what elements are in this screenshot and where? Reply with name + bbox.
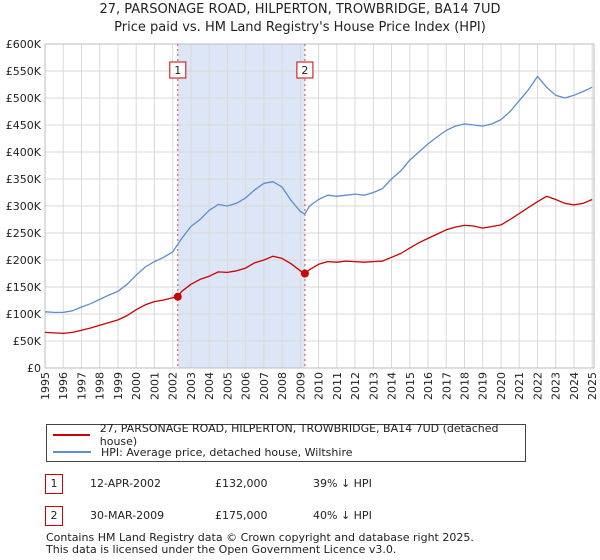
y-tick-label: £300K [6,200,42,213]
series-line-price-paid [44,195,593,335]
y-tick-label: £100K [6,308,42,321]
transaction-number: 1 [45,474,63,494]
transaction-price: £132,000 [215,477,268,490]
legend-line-price-paid [53,434,90,436]
x-tick-label: 2018 [459,372,472,400]
y-tick-label: £200K [6,254,42,267]
x-tick-label: 2014 [386,372,399,400]
x-tick-label: 2022 [531,372,544,400]
y-tick-label: £350K [6,173,42,186]
legend-entry-price-paid: 27, PARSONAGE ROAD, HILPERTON, TROWBRIDG… [53,422,525,448]
x-tick-label: 2009 [294,372,307,400]
x-tick-label: 2021 [513,372,526,400]
legend-label-hpi: HPI: Average price, detached house, Wilt… [101,445,353,459]
x-tick-label: 1997 [75,372,88,400]
x-tick-label: 2008 [276,372,289,400]
x-tick-label: 1995 [39,372,52,400]
footer-attribution: Contains HM Land Registry data © Crown c… [46,532,474,556]
transaction-marker-label: 2 [301,64,308,77]
x-tick-label: 2003 [185,372,198,400]
x-tick-label: 2001 [148,372,161,400]
footer-line-copyright: Contains HM Land Registry data © Crown c… [46,531,474,544]
x-tick-label: 2016 [422,372,435,400]
x-tick-label: 2013 [367,372,380,400]
x-tick-label: 2002 [167,372,180,400]
legend-label-price-paid: 27, PARSONAGE ROAD, HILPERTON, TROWBRIDG… [99,422,499,448]
transaction-date: 30-MAR-2009 [90,509,165,522]
y-tick-label: £600K [6,38,42,51]
x-tick-label: 2010 [313,372,326,400]
price-chart: £0 £50K £100K £150K £200K £250K £300K £350K £400… [6,38,599,400]
x-tick-label: 2011 [331,372,344,400]
y-tick-label: £550K [6,65,42,78]
x-tick-label: 2015 [404,372,417,400]
x-tick-label: 2012 [349,372,362,400]
transaction-date: 12-APR-2002 [90,477,162,490]
transaction-hpi-diff: 40% ↓ HPI [313,509,372,522]
y-tick-label: £250K [6,227,42,240]
x-tick-label: 2005 [221,372,234,400]
x-tick-label: 2007 [258,372,271,400]
x-tick-label: 2000 [130,372,143,400]
x-tick-label: 2023 [550,372,563,400]
x-tick-label: 1999 [112,372,125,400]
x-tick-label: 2017 [440,372,453,400]
chart-legend: 27, PARSONAGE ROAD, HILPERTON, TROWBRIDG… [46,422,526,462]
y-tick-label: £150K [6,281,42,294]
y-tick-label: £450K [6,119,42,132]
x-tick-label: 1996 [57,372,70,400]
transaction-number: 2 [45,506,63,526]
x-tick-label: 1998 [94,372,107,400]
transaction-point [173,292,182,301]
y-tick-label: £400K [6,146,42,159]
footer-line-licence: This data is licensed under the Open Gov… [46,543,397,556]
transaction-marker-box [296,61,314,79]
transaction-hpi-diff: 39% ↓ HPI [313,477,372,490]
x-tick-label: 2025 [586,372,599,400]
x-tick-label: 2024 [568,372,581,400]
transaction-marker-label: 1 [174,64,181,77]
chart-subtitle: Price paid vs. HM Land Registry's House … [114,20,486,35]
legend-entry-hpi: HPI: Average price, detached house, Wilt… [53,444,353,460]
x-tick-label: 2020 [495,372,508,400]
series-line-hpi [44,75,593,314]
y-tick-label: £500K [6,92,42,105]
chart-title-address: 27, PARSONAGE ROAD, HILPERTON, TROWBRIDG… [99,2,501,17]
legend-line-hpi [53,451,91,453]
plot-border [44,43,595,369]
y-tick-label: £0 [27,362,41,375]
x-tick-label: 2019 [477,372,490,400]
transaction-price: £175,000 [215,509,268,522]
transaction-point [300,269,309,278]
x-tick-label: 2004 [203,372,216,400]
y-tick-label: £50K [13,335,42,348]
transaction-marker-box [169,61,187,79]
x-tick-label: 2006 [240,372,253,400]
